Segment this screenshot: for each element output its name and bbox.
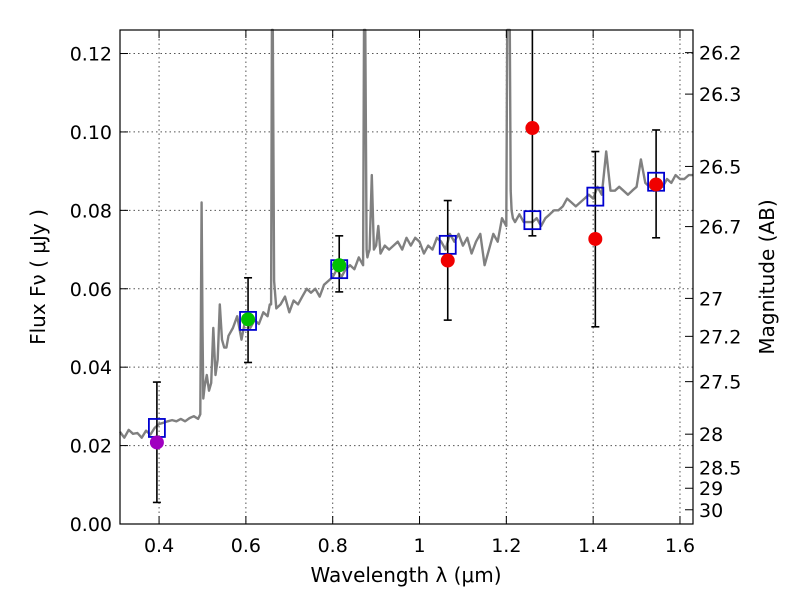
spectrum-line — [119, 28, 693, 439]
x-tick-label: 0.6 — [231, 535, 261, 557]
y2-tick-label: 30 — [699, 500, 723, 522]
y2-tick-label: 26.3 — [699, 84, 741, 106]
observed-flux-point — [588, 231, 603, 246]
model-flux-box — [523, 210, 542, 231]
y2-tick-label: 26.5 — [699, 156, 741, 178]
model-flux-box — [239, 311, 257, 331]
observed-flux-point — [149, 435, 164, 450]
y2-tick-label: 27.5 — [699, 372, 741, 394]
x-axis-title: Wavelength λ (μm) — [310, 563, 501, 587]
y2-tick-label: 28.5 — [699, 457, 741, 479]
y-tick-label: 0.10 — [70, 122, 112, 144]
y2-axis-title: Magnitude (AB) — [755, 199, 779, 354]
y-tick-label: 0.06 — [70, 279, 112, 301]
plot-frame — [119, 29, 694, 525]
y2-tick-label: 29 — [699, 478, 723, 500]
observed-photometry-series — [149, 121, 664, 450]
y2-tick-label: 26.7 — [699, 217, 741, 239]
x-tick-label: 0.8 — [318, 535, 348, 557]
observed-flux-point — [332, 258, 347, 273]
y-tick-label: 0.04 — [70, 357, 112, 379]
x-tick-label: 1.6 — [665, 535, 695, 557]
y2-tick-label: 26.2 — [699, 43, 741, 65]
model-photometry-series — [147, 171, 666, 438]
x-tick-label: 0.4 — [144, 535, 174, 557]
observed-flux-point — [649, 177, 664, 192]
spectrum-series — [119, 28, 693, 439]
tick-labels: 0.4 0.6 0.8 1 1.2 1.4 1.6 0.00 0.02 0.04 0.06 0.08 0… — [70, 43, 742, 557]
axis-ticks — [120, 30, 693, 525]
observed-flux-point — [241, 312, 256, 327]
y2-tick-label: 28 — [699, 424, 723, 446]
y-tick-label: 0.02 — [70, 436, 112, 458]
model-flux-box — [586, 186, 605, 207]
x-tick-label: 1.2 — [491, 535, 521, 557]
y-tick-label: 0.08 — [70, 200, 112, 222]
observed-flux-point — [525, 121, 540, 136]
y-tick-label: 0.12 — [70, 44, 112, 66]
observed-flux-point — [440, 253, 455, 268]
y2-tick-label: 27.2 — [699, 326, 741, 348]
x-tick-label: 1.4 — [578, 535, 608, 557]
error-bars — [152, 30, 661, 504]
y-axis-title: Flux Fν ( μJy ) — [26, 209, 50, 345]
y-tick-label: 0.00 — [70, 514, 112, 536]
grid-lines — [120, 30, 693, 525]
x-tick-label: 1 — [413, 535, 425, 557]
y2-tick-label: 27 — [699, 288, 723, 310]
